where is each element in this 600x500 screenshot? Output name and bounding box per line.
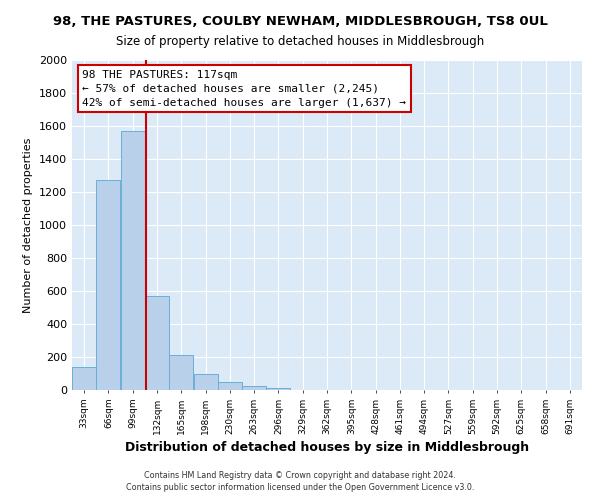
Text: Size of property relative to detached houses in Middlesbrough: Size of property relative to detached ho… [116, 35, 484, 48]
Text: 98 THE PASTURES: 117sqm
← 57% of detached houses are smaller (2,245)
42% of semi: 98 THE PASTURES: 117sqm ← 57% of detache… [82, 70, 406, 108]
Bar [242, 386, 266, 390]
Y-axis label: Number of detached properties: Number of detached properties [23, 138, 34, 312]
Text: Contains HM Land Registry data © Crown copyright and database right 2024.
Contai: Contains HM Land Registry data © Crown c… [126, 471, 474, 492]
Bar [121, 131, 145, 390]
X-axis label: Distribution of detached houses by size in Middlesbrough: Distribution of detached houses by size … [125, 441, 529, 454]
Bar [194, 374, 218, 390]
Bar [169, 354, 193, 390]
Bar [97, 180, 121, 390]
Bar [72, 367, 96, 390]
Bar [266, 388, 290, 390]
Bar [145, 296, 169, 390]
Text: 98, THE PASTURES, COULBY NEWHAM, MIDDLESBROUGH, TS8 0UL: 98, THE PASTURES, COULBY NEWHAM, MIDDLES… [53, 15, 547, 28]
Bar [218, 382, 242, 390]
